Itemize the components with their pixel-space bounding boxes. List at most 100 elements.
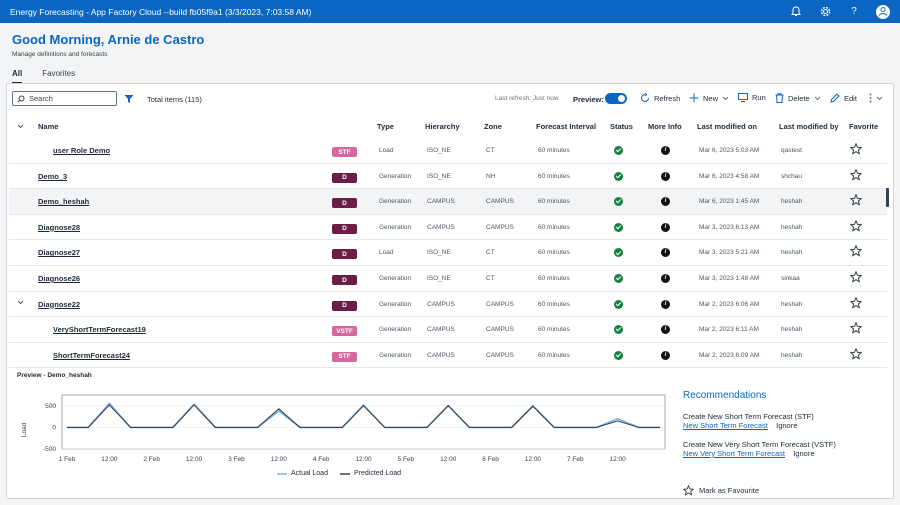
info-icon[interactable]: i xyxy=(661,350,670,360)
table-row[interactable]: Diagnose28 D Generation CAMPUS CAMPUS 60… xyxy=(9,215,887,241)
status-ok-icon xyxy=(614,171,623,181)
row-hierarchy: ISO_NE xyxy=(427,249,451,257)
star-icon[interactable] xyxy=(850,168,862,181)
row-name[interactable]: Diagnose27 xyxy=(38,248,81,258)
info-icon[interactable]: i xyxy=(661,222,670,232)
run-button[interactable]: Run xyxy=(738,93,766,102)
row-type: Load xyxy=(379,249,394,257)
search-input[interactable]: Search xyxy=(12,91,117,106)
avatar[interactable] xyxy=(876,4,890,19)
legend-item-predicted[interactable]: Predicted Load xyxy=(339,470,401,477)
row-modified-on: Mar 6, 2023 1:45 AM xyxy=(699,198,760,206)
more-options-button[interactable] xyxy=(869,93,883,103)
star-icon[interactable] xyxy=(850,296,862,309)
col-last-modified-by[interactable]: Last modified by xyxy=(779,122,839,131)
col-forecast-interval[interactable]: Forecast Interval xyxy=(536,122,597,131)
pencil-icon xyxy=(830,93,840,103)
star-icon[interactable] xyxy=(850,194,862,206)
refresh-icon xyxy=(641,93,649,102)
table-row[interactable]: Diagnose22 D Generation CAMPUS CAMPUS 60… xyxy=(9,292,887,318)
status-ok-icon xyxy=(614,350,623,360)
new-button[interactable]: New xyxy=(689,93,729,103)
row-name[interactable]: Demo_3 xyxy=(38,171,68,181)
col-hierarchy[interactable]: Hierarchy xyxy=(425,122,460,131)
table-row[interactable]: Demo_heshah D Generation CAMPUS CAMPUS 6… xyxy=(9,189,887,215)
table-row[interactable]: Diagnose26 D Generation ISO_NE CT 60 min… xyxy=(9,266,887,292)
delete-button[interactable]: Delete xyxy=(775,93,821,103)
notification-icon[interactable] xyxy=(789,5,803,19)
table-row[interactable]: Diagnose27 D Load ISO_NE CT 60 minutes i… xyxy=(9,240,887,266)
rec-stf-ignore[interactable]: Ignore xyxy=(776,421,798,430)
info-icon[interactable]: i xyxy=(661,197,670,207)
tab-all[interactable]: All xyxy=(12,69,23,84)
info-icon[interactable]: i xyxy=(661,171,670,181)
main-panel: Search Total items (115) Last refresh: J… xyxy=(6,83,894,499)
plus-icon xyxy=(689,93,699,103)
row-name[interactable]: user Role Demo xyxy=(53,146,111,155)
info-icon[interactable]: i xyxy=(661,146,670,155)
mark-favourite-button[interactable]: Mark as Favourite xyxy=(683,485,759,496)
star-icon[interactable] xyxy=(850,322,862,334)
table-row[interactable]: ShortTermForecast24 STF Generation CAMPU… xyxy=(9,343,887,369)
row-modified-by: qastest xyxy=(781,147,802,154)
chevron-down-icon[interactable] xyxy=(17,300,24,305)
y-axis-label: Load xyxy=(21,422,28,437)
col-type[interactable]: Type xyxy=(377,122,394,131)
col-favorite[interactable]: Favorite xyxy=(849,122,879,131)
rec-vstf-ignore[interactable]: Ignore xyxy=(793,449,815,458)
info-icon[interactable]: i xyxy=(661,248,670,258)
x-tick-label: 12:00 xyxy=(440,456,457,463)
table-scrollbar[interactable] xyxy=(886,188,889,207)
col-zone[interactable]: Zone xyxy=(484,122,502,131)
status-ok-icon xyxy=(614,197,623,207)
rec-vstf-link[interactable]: New Very Short Term Forecast xyxy=(683,449,785,458)
col-more-info[interactable]: More Info xyxy=(648,122,682,131)
star-icon[interactable] xyxy=(850,143,862,155)
rec-stf-link[interactable]: New Short Term Forecast xyxy=(683,421,768,430)
settings-icon[interactable] xyxy=(818,5,832,19)
total-items: Total items (115) xyxy=(147,95,202,104)
row-name[interactable]: VeryShortTermForecast19 xyxy=(53,325,146,335)
tab-favorites[interactable]: Favorites xyxy=(42,69,76,78)
row-type: Generation xyxy=(379,275,412,282)
col-last-modified-on[interactable]: Last modified on xyxy=(697,122,757,131)
row-name[interactable]: Diagnose28 xyxy=(38,222,81,232)
col-status[interactable]: Status xyxy=(610,122,633,131)
star-icon[interactable] xyxy=(850,219,862,232)
delete-label: Delete xyxy=(788,93,810,103)
info-icon[interactable]: i xyxy=(661,325,670,335)
help-icon[interactable]: ? xyxy=(851,6,857,17)
legend-item-actual[interactable]: Actual Load xyxy=(277,470,328,477)
row-name[interactable]: Demo_heshah xyxy=(38,197,90,207)
edit-button[interactable]: Edit xyxy=(830,93,857,103)
star-icon[interactable] xyxy=(850,271,862,283)
table-row[interactable]: user Role Demo STF Load ISO_NE CT 60 min… xyxy=(9,138,887,164)
row-interval: 60 minutes xyxy=(538,249,570,257)
row-name[interactable]: Diagnose26 xyxy=(38,274,81,283)
rec-stf-text: Create New Short Term Forecast (STF) xyxy=(683,412,814,421)
star-icon[interactable] xyxy=(850,347,862,360)
col-name[interactable]: Name xyxy=(38,122,59,131)
row-type: Generation xyxy=(379,300,412,308)
chevron-down-icon xyxy=(722,96,729,100)
info-icon[interactable]: i xyxy=(661,274,670,283)
row-modified-by: shchau xyxy=(781,172,802,180)
chart-lines xyxy=(67,401,660,429)
filter-icon[interactable] xyxy=(124,94,134,104)
row-name[interactable]: ShortTermForecast24 xyxy=(53,350,130,360)
chevron-down-icon xyxy=(814,96,821,100)
refresh-button[interactable]: Refresh xyxy=(640,93,680,103)
star-icon xyxy=(683,485,694,496)
star-icon[interactable] xyxy=(850,245,862,258)
chevron-down-icon[interactable] xyxy=(17,124,24,129)
table-row[interactable]: Demo_3 D Generation ISO_NE NH 60 minutes… xyxy=(9,164,887,190)
row-name[interactable]: Diagnose22 xyxy=(38,299,81,309)
row-interval: 60 minutes xyxy=(538,275,570,282)
row-modified-on: Mar 3, 2023 5:21 AM xyxy=(699,249,760,257)
y-tick-label: -500 xyxy=(43,446,56,453)
info-icon[interactable]: i xyxy=(661,299,670,309)
status-ok-icon xyxy=(614,248,623,258)
table-row[interactable]: VeryShortTermForecast19 VSTF Generation … xyxy=(9,317,887,343)
preview-toggle[interactable] xyxy=(605,93,627,104)
